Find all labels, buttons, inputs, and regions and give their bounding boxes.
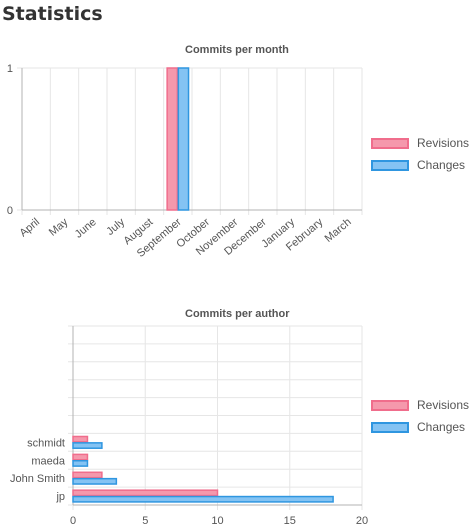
bar-changes-schmidt [72,442,103,449]
changes-swatch [371,421,409,433]
legend-label-revisions: Revisions [417,136,470,150]
legend-label-changes: Changes [417,420,466,434]
legend-item-changes[interactable]: Changes [371,156,469,174]
legend-label-revisions: Revisions [417,398,470,412]
chart-title-commits-per-month: Commits per month [185,44,289,56]
x-tick-label: 20 [356,515,368,527]
y-tick-label-jp: jp [55,491,65,503]
x-tick-label: 5 [142,515,148,527]
legend-item-changes[interactable]: Changes [371,418,469,436]
bar-revisions-john-smith [72,471,103,479]
bar-revisions-maeda [72,453,89,461]
legend-item-revisions[interactable]: Revisions [371,396,469,414]
bar-revisions-schmidt [72,435,89,443]
bar-changes-jp [72,495,334,503]
y-tick-label: 1 [7,63,13,75]
revisions-swatch [371,137,409,149]
y-tick-label-john-smith: John Smith [10,473,65,485]
legend-commits-per-author: Revisions Changes [371,396,469,440]
legend-commits-per-month: Revisions Changes [371,134,469,178]
y-tick-label: 0 [7,205,13,217]
changes-swatch [371,159,409,171]
bar-changes-september [177,67,190,211]
legend-label-changes: Changes [417,158,466,172]
x-tick-label: 0 [70,515,76,527]
y-tick-label-schmidt: schmidt [27,437,65,449]
chart-title-commits-per-author: Commits per author [185,308,290,320]
bar-revisions-jp [72,489,219,497]
revisions-swatch [371,399,409,411]
x-tick-label: 15 [284,515,296,527]
x-tick-label: 10 [211,515,223,527]
y-tick-label-maeda: maeda [31,455,66,467]
bar-changes-john-smith [72,477,118,485]
page-title: Statistics [2,3,103,25]
bar-revisions-september [166,67,179,211]
bar-changes-maeda [72,460,89,467]
legend-item-revisions[interactable]: Revisions [371,134,469,152]
